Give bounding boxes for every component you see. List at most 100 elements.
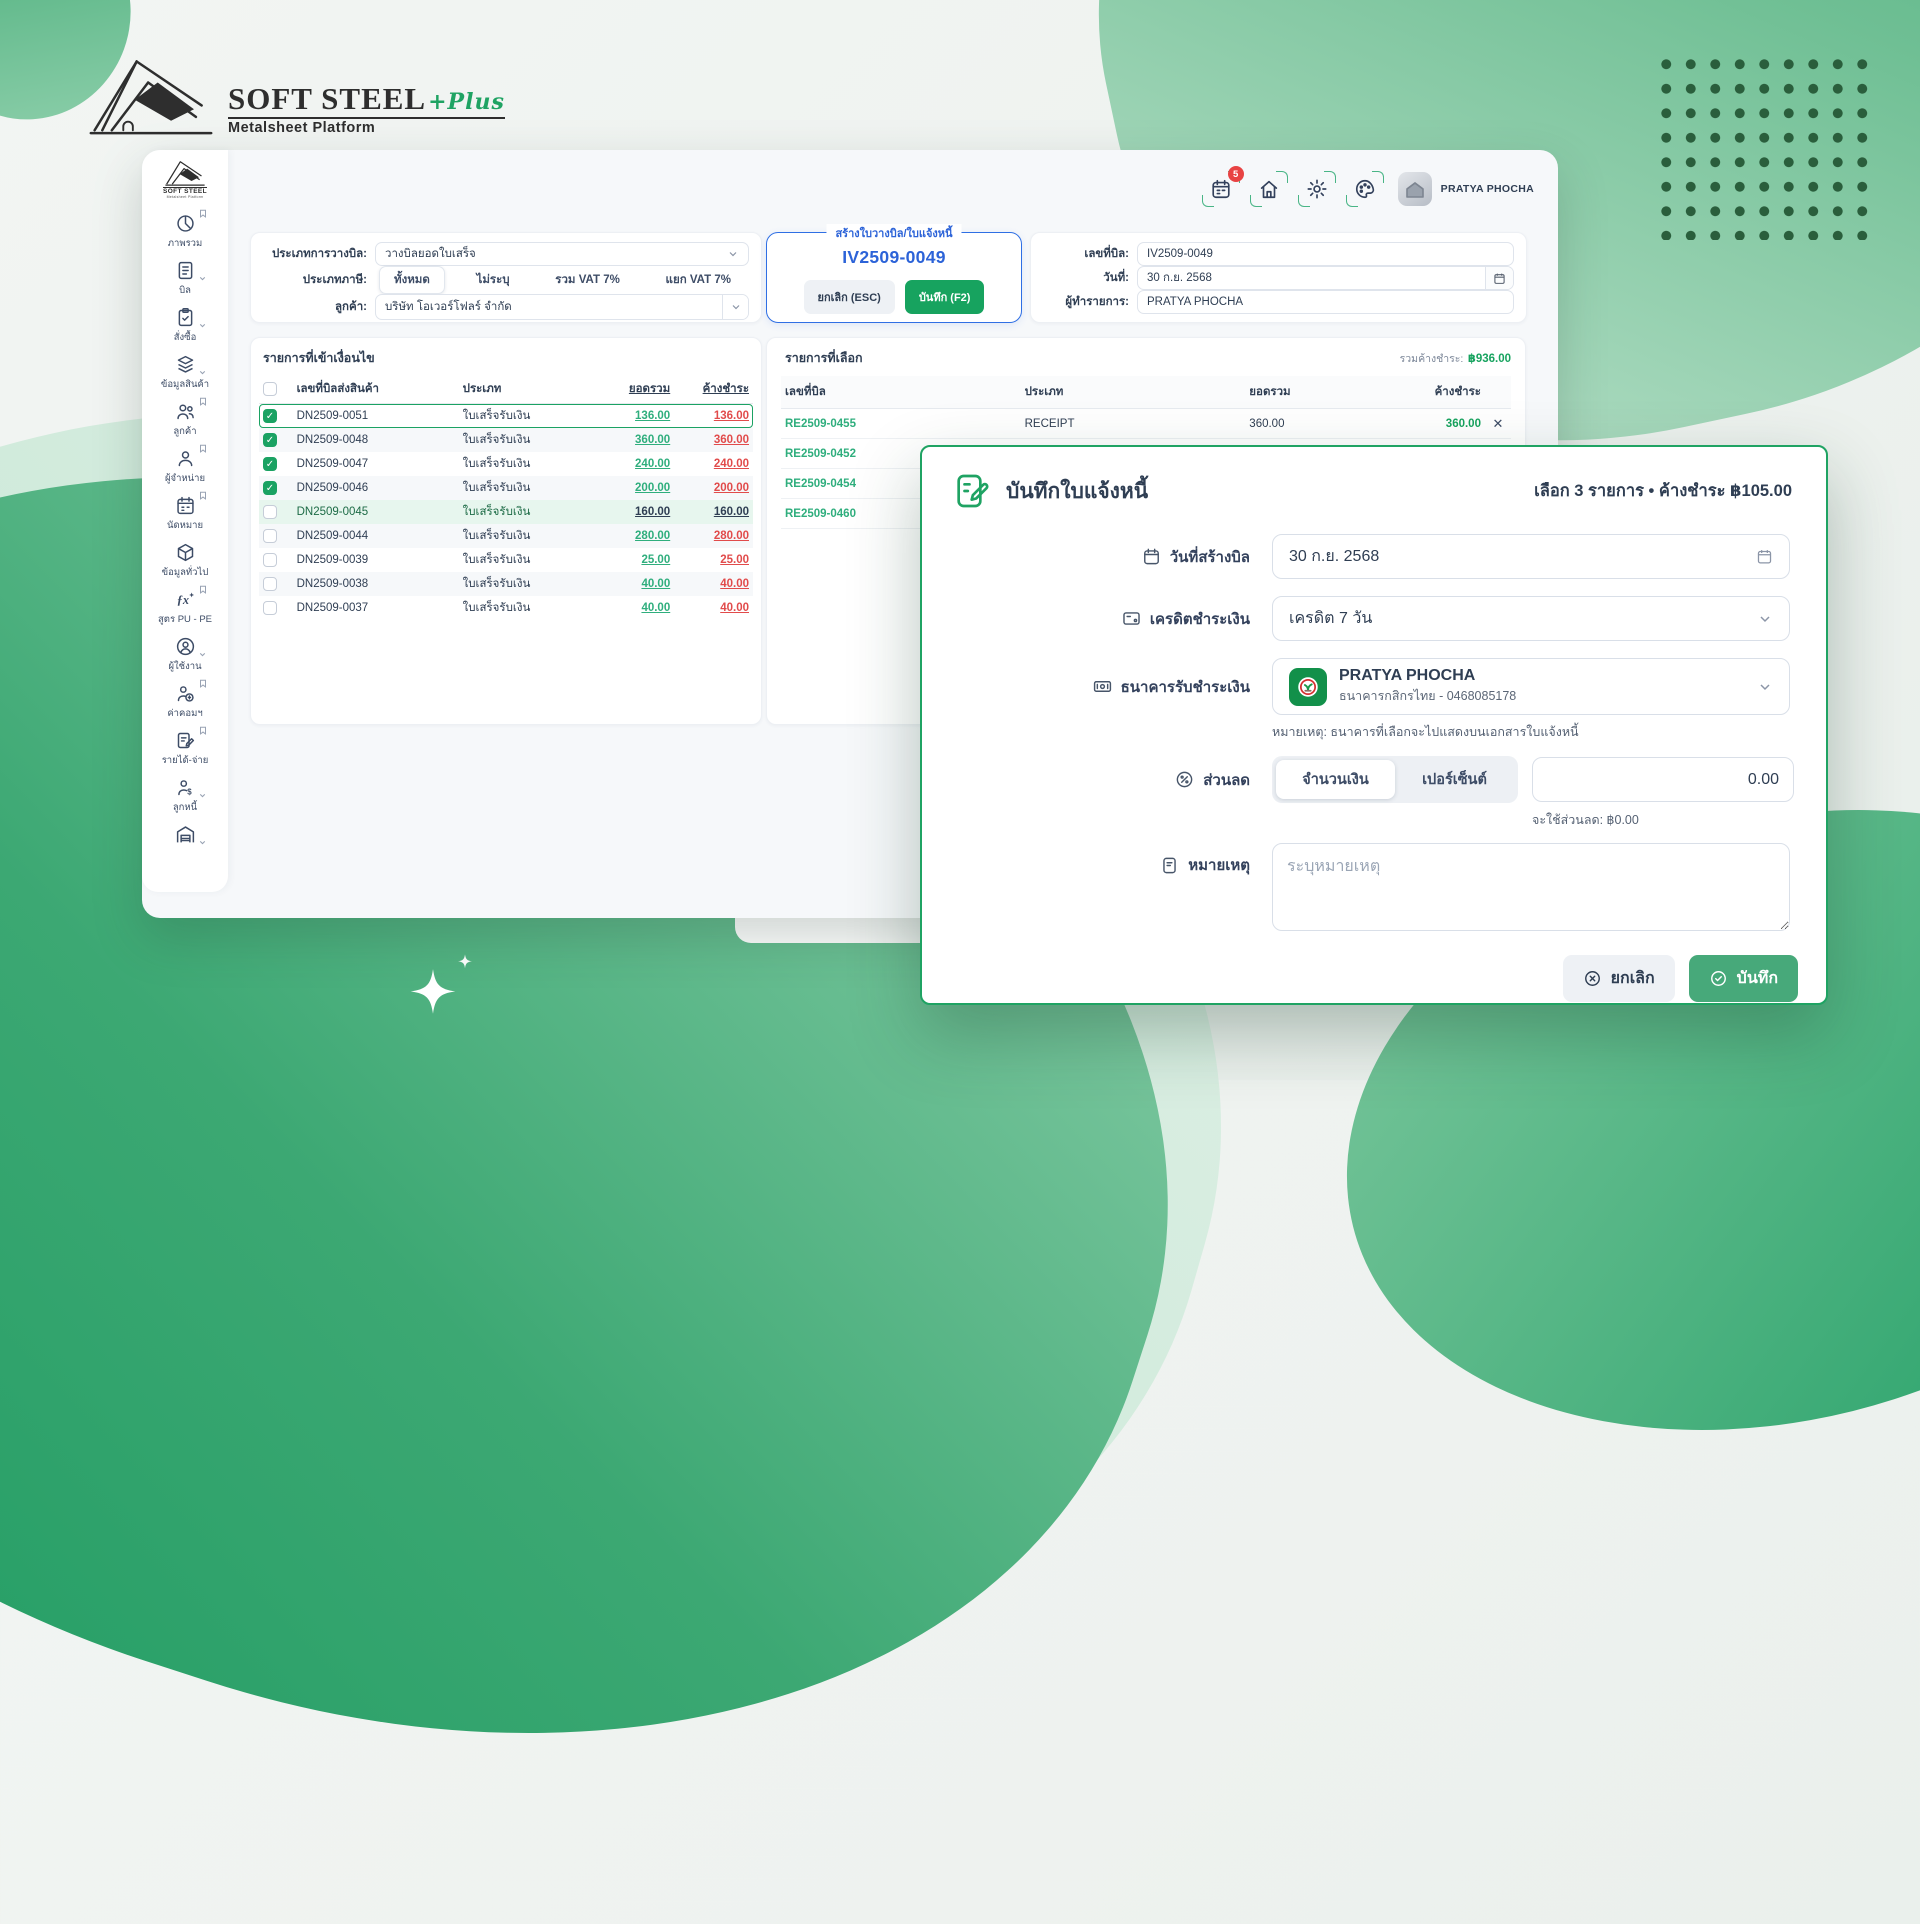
notes-textarea[interactable] — [1272, 843, 1790, 931]
due-amount-link[interactable]: 25.00 — [720, 554, 749, 566]
modal-bill-date-field[interactable]: 30 ก.ย. 2568 — [1272, 534, 1790, 579]
due-amount-link[interactable]: 240.00 — [714, 458, 749, 470]
total-amount-link[interactable]: 160.00 — [635, 506, 670, 518]
row-checkbox[interactable] — [263, 505, 277, 519]
total-amount-link[interactable]: 136.00 — [635, 410, 670, 422]
save-f2-button[interactable]: บันทึก (F2) — [905, 280, 985, 314]
row-checkbox[interactable] — [263, 577, 277, 591]
chevron-down-icon — [1757, 611, 1773, 627]
row-checkbox[interactable] — [263, 529, 277, 543]
bill-no-input[interactable] — [1138, 243, 1513, 265]
total-amount-link[interactable]: 40.00 — [641, 578, 670, 590]
sidebar-item-general-info[interactable]: ข้อมูลทั่วไป — [145, 542, 225, 580]
chevron-down-icon — [198, 791, 207, 800]
avatar — [1398, 172, 1432, 206]
bill-date-value: 30 ก.ย. 2568 — [1289, 544, 1756, 569]
sidebar-item-commission[interactable]: ค่าคอมฯ — [145, 683, 225, 721]
row-checkbox[interactable] — [263, 409, 277, 423]
column-header-type: ประเภท — [1021, 376, 1246, 409]
tax-option-all[interactable]: ทั้งหมด — [379, 266, 445, 294]
total-amount-link[interactable]: 360.00 — [635, 434, 670, 446]
row-checkbox[interactable] — [263, 433, 277, 447]
sidebar-item-users[interactable]: ผู้ใช้งาน — [145, 636, 225, 674]
gear-icon[interactable] — [1302, 174, 1332, 204]
select-all-checkbox[interactable] — [263, 382, 277, 396]
sidebar-item-appointments[interactable]: นัดหมาย — [145, 495, 225, 533]
sidebar-item-vendors[interactable]: ผู้จำหน่าย — [145, 448, 225, 486]
remove-item-icon[interactable]: ✕ — [1485, 409, 1511, 439]
sidebar-item-purchase-order[interactable]: สั่งซื้อ — [145, 307, 225, 345]
sidebar-item-label: ข้อมูลทั่วไป — [162, 565, 209, 580]
total-amount-link[interactable]: 200.00 — [635, 482, 670, 494]
modal-bank-select[interactable]: PRATYA PHOCHA ธนาคารกสิกรไทย - 046808517… — [1272, 658, 1790, 715]
total-amount-link[interactable]: 240.00 — [635, 458, 670, 470]
cancel-esc-button[interactable]: ยกเลิก (ESC) — [804, 280, 895, 314]
tax-option-unspecified[interactable]: ไม่ระบุ — [463, 267, 524, 293]
due-amount-link[interactable]: 360.00 — [714, 434, 749, 446]
sidebar-item-debtors[interactable]: $ ลูกหนี้ — [145, 777, 225, 815]
modal-save-button[interactable]: บันทึก — [1689, 955, 1798, 1002]
discount-mode-amount[interactable]: จำนวนเงิน — [1276, 760, 1395, 799]
due-amount-link[interactable]: 280.00 — [714, 530, 749, 542]
row-checkbox[interactable] — [263, 601, 277, 615]
calendar-icon[interactable] — [1485, 267, 1513, 289]
row-checkbox[interactable] — [263, 553, 277, 567]
sidebar-item-customers[interactable]: ลูกค้า — [145, 401, 225, 439]
calendar-notifications-icon[interactable]: 5 — [1206, 174, 1236, 204]
due-amount-link[interactable]: 40.00 — [720, 578, 749, 590]
billing-type-select[interactable]: วางบิลยอดใบเสร็จ — [375, 242, 749, 266]
total-amount-link[interactable]: 25.00 — [641, 554, 670, 566]
column-header-type[interactable]: ประเภท — [459, 375, 596, 404]
total-amount-link[interactable]: 280.00 — [635, 530, 670, 542]
sidebar-item-label: บิล — [179, 283, 191, 298]
user-menu[interactable]: PRATYA PHOCHA — [1398, 172, 1534, 206]
sidebar-item-formula-pu-pe[interactable]: ƒx สูตร PU - PE — [145, 589, 225, 627]
sidebar-logo[interactable]: SOFT STEEL Metalsheet Platform — [163, 158, 207, 199]
due-amount-link[interactable]: 40.00 — [720, 602, 749, 614]
discount-mode-percent[interactable]: เปอร์เซ็นต์ — [1395, 760, 1514, 799]
sidebar-item-overview[interactable]: ภาพรวม — [145, 213, 225, 251]
bank-account-detail: ธนาคารกสิกรไทย - 0468085178 — [1339, 686, 1516, 706]
customer-dropdown-button[interactable] — [722, 295, 748, 319]
due-amount-link[interactable]: 136.00 — [714, 410, 749, 422]
modal-cancel-button[interactable]: ยกเลิก — [1563, 955, 1675, 1002]
column-header-bill-no[interactable]: เลขที่บิลส่งสินค้า — [293, 375, 459, 404]
home-icon[interactable] — [1254, 174, 1284, 204]
modal-title: บันทึกใบแจ้งหนี้ — [1006, 475, 1148, 508]
sidebar-item-income-expense[interactable]: รายได้-จ่าย — [145, 730, 225, 768]
banknote-icon — [1093, 677, 1112, 696]
row-checkbox[interactable] — [263, 481, 277, 495]
due-amount-link[interactable]: 160.00 — [714, 506, 749, 518]
calendar-icon[interactable] — [1756, 548, 1773, 565]
bill-info-panel: เลขที่บิล: วันที่: ผู้ทำรายการ: — [1030, 232, 1527, 323]
row-checkbox[interactable] — [263, 457, 277, 471]
sidebar-item-label: ผู้จำหน่าย — [165, 471, 205, 486]
sidebar-item-warehouse[interactable] — [145, 824, 225, 845]
palette-icon[interactable] — [1350, 174, 1380, 204]
discount-amount-input[interactable] — [1532, 757, 1794, 802]
operator-input[interactable] — [1138, 291, 1513, 313]
column-header-total[interactable]: ยอดรวม — [595, 375, 674, 404]
total-amount-link[interactable]: 40.00 — [641, 602, 670, 614]
bill-date-input[interactable] — [1138, 267, 1485, 289]
sidebar-item-products[interactable]: ข้อมูลสินค้า — [145, 354, 225, 392]
column-header-due[interactable]: ค้างชำระ — [674, 375, 753, 404]
due-amount-link[interactable]: 200.00 — [714, 482, 749, 494]
tax-option-exclude-vat[interactable]: แยก VAT 7% — [652, 267, 745, 293]
note-icon — [1160, 856, 1179, 875]
modal-credit-terms-select[interactable]: เครดิต 7 วัน — [1272, 596, 1790, 641]
column-header-due: ค้างชำระ — [1395, 376, 1485, 409]
customer-input[interactable] — [376, 295, 722, 319]
sidebar-item-bills[interactable]: บิล — [145, 260, 225, 298]
tax-option-include-vat[interactable]: รวม VAT 7% — [541, 267, 634, 293]
